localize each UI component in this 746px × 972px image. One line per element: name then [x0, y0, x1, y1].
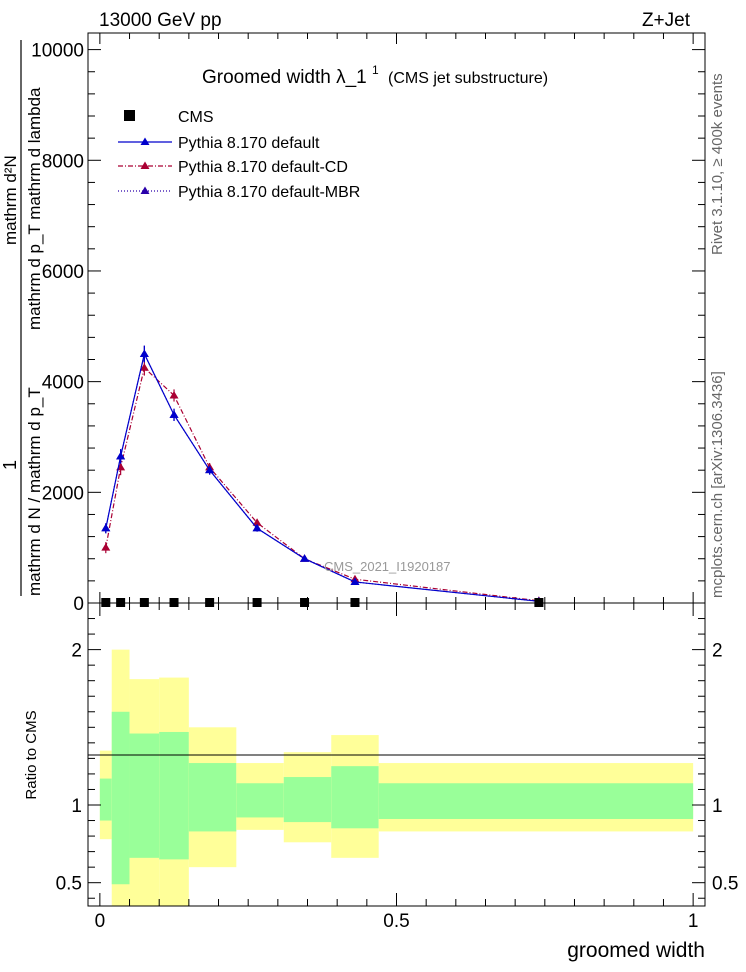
main-y-ticks: 0 2000 4000 6000 8000 10000: [31, 41, 705, 615]
ratio-ticks: 0.5 0.5 1 1 2 2 0 0.5 1: [56, 602, 738, 932]
main-y-tick-label: 4000: [42, 373, 84, 394]
ratio-band-inner: [378, 783, 694, 819]
ratio-x-tick-label: 0: [95, 911, 106, 932]
main-y-axis-title: mathrm d N / mathrm d p_T 1 mathrm d²N m…: [0, 40, 44, 596]
main-y-tick-label: 0: [73, 594, 84, 615]
main-y-tick-label: 6000: [42, 262, 84, 283]
ratio-y-tick-label-right: 2: [712, 641, 723, 662]
data-point-default: [169, 410, 179, 418]
ylabel-lower: mathrm d N / mathrm d p_T: [25, 387, 44, 596]
ratio-band-inner: [283, 777, 332, 823]
analysis-watermark: CMS_2021_I1920187: [324, 559, 451, 574]
ylabel-numerator: mathrm d²N: [1, 155, 20, 245]
ratio-band-inner: [99, 778, 112, 821]
ratio-y-tick-label-left: 0.5: [56, 874, 82, 895]
ratio-bands: [99, 649, 694, 906]
ratio-y-tick-label-right: 1: [712, 796, 723, 817]
x-axis-title: groomed width: [567, 939, 705, 962]
ratio-band-inner: [159, 731, 189, 860]
data-point-cms: [300, 598, 310, 607]
data-point-default: [116, 451, 126, 460]
main-y-tick-label: 8000: [42, 151, 84, 172]
ratio-y-tick-label-right: 0.5: [712, 874, 738, 895]
title-main: Groomed width λ_1: [202, 67, 367, 88]
ratio-band-inner: [236, 783, 284, 818]
data-point-cms: [252, 598, 262, 607]
ratio-band-inner: [188, 763, 237, 832]
data-point-cms: [139, 598, 149, 607]
rivet-label: Rivet 3.1.10, ≥ 400k events: [709, 73, 726, 255]
data-point-cms: [205, 598, 215, 607]
title-superscript: 1: [372, 63, 379, 77]
data-point-default: [101, 523, 111, 532]
legend-marker-default: [140, 137, 150, 145]
main-y-tick-label: 10000: [31, 41, 84, 62]
main-title: Groomed width λ_1 1 (CMS jet substructur…: [202, 58, 548, 88]
ratio-x-tick-label: 0.5: [383, 911, 409, 932]
legend-marker-cms: [124, 110, 135, 121]
series-line-mbr: [105, 352, 539, 602]
data-point-cd: [101, 543, 111, 551]
ratio-band-inner: [111, 711, 130, 885]
ratio-x-tick-label: 1: [688, 911, 699, 932]
ylabel-prefix: 1: [0, 460, 20, 470]
ratio-y-tick-label-left: 1: [71, 796, 82, 817]
data-point-cms: [116, 598, 126, 607]
data-point-cms: [169, 598, 179, 607]
data-point-cd: [252, 518, 262, 526]
data-point-cd: [139, 363, 149, 371]
data-point-default: [205, 465, 215, 474]
data-point-default: [300, 554, 310, 562]
data-point-cd: [169, 390, 179, 399]
mcplots-label: mcplots.cern.ch [arXiv:1306.3436]: [709, 371, 726, 598]
legend-marker-cd: [140, 161, 150, 169]
data-point-cms: [101, 598, 111, 607]
title-subtitle: (CMS jet substructure): [388, 70, 548, 87]
ratio-y-tick-label-left: 2: [71, 641, 82, 662]
data-point-cms: [534, 598, 544, 607]
legend-marker-mbr: [140, 186, 150, 194]
process-label: Z+Jet: [642, 10, 691, 31]
data-point-cms: [350, 598, 360, 607]
legend-label-mbr: Pythia 8.170 default-MBR: [178, 184, 360, 201]
ratio-y-axis-title: Ratio to CMS: [23, 710, 40, 799]
legend: CMS Pythia 8.170 default Pythia 8.170 de…: [118, 109, 360, 201]
legend-label-cms: CMS: [178, 109, 214, 126]
data-point-default: [350, 577, 360, 585]
series-line-cd: [105, 366, 539, 602]
series-line-default: [105, 352, 539, 602]
data-point-default: [139, 349, 149, 357]
ratio-band-inner: [129, 733, 160, 858]
energy-label: 13000 GeV pp: [99, 10, 222, 31]
legend-label-cd: Pythia 8.170 default-CD: [178, 159, 348, 176]
main-series: [101, 345, 544, 607]
ratio-band-inner: [331, 766, 379, 829]
data-point-default: [252, 523, 262, 532]
legend-label-default: Pythia 8.170 default: [178, 135, 320, 152]
main-y-tick-label: 2000: [42, 483, 84, 504]
ylabel-denominator: mathrm d p_T mathrm d lambda: [25, 87, 44, 330]
